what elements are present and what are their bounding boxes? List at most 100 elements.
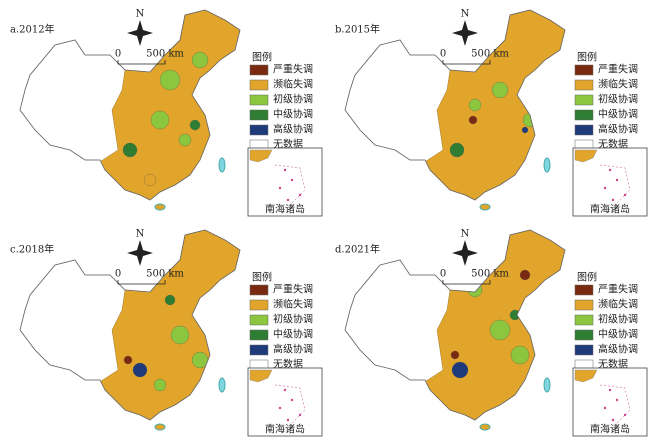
- legend-swatch: [249, 329, 269, 341]
- region-patch: [467, 282, 483, 298]
- region-patch: [122, 142, 138, 158]
- region-patch: [132, 362, 148, 378]
- region-patch: [521, 126, 529, 134]
- region-patch: [153, 378, 167, 392]
- legend-label: 濒临失调: [273, 298, 313, 311]
- panel-title: d.2021年: [335, 243, 380, 256]
- region-patch: [123, 355, 133, 365]
- legend-swatch: [249, 109, 269, 121]
- legend-swatch: [249, 299, 269, 311]
- legend-swatch: [249, 124, 269, 136]
- legend-label: 初级协调: [273, 93, 313, 106]
- north-label: N: [136, 9, 145, 20]
- inset-coast: [574, 369, 598, 383]
- inset-label: 南海诸岛: [265, 203, 305, 216]
- map-panel: b.2015年 N 0 500 km 图例严重失调濒临失调初级协调中级协调高级协调无数据…: [335, 9, 648, 217]
- taiwan: [543, 377, 551, 393]
- legend-title: 图例: [252, 51, 272, 64]
- compass: [452, 20, 478, 46]
- colored-regions: [94, 230, 240, 420]
- region-patch: [178, 133, 192, 147]
- inset-island: [286, 198, 290, 202]
- north-label: N: [461, 229, 470, 240]
- legend-label: 严重失调: [598, 63, 638, 76]
- inset-line: [274, 384, 306, 426]
- compass: [127, 20, 153, 46]
- scale-start: 0: [115, 269, 121, 280]
- inset-island: [283, 388, 287, 392]
- region-near: [419, 10, 565, 200]
- legend-label: 严重失调: [273, 63, 313, 76]
- legend-label: 高级协调: [598, 123, 638, 136]
- legend-label: 高级协调: [273, 123, 313, 136]
- colored-regions: [94, 10, 240, 200]
- region-patch: [489, 319, 511, 341]
- legend-title: 图例: [577, 271, 597, 284]
- region-patch: [150, 110, 170, 130]
- scale-bar: [117, 60, 166, 65]
- legend-label: 严重失调: [598, 283, 638, 296]
- north-label: N: [461, 9, 470, 20]
- legend-label: 初级协调: [273, 313, 313, 326]
- scale-bar: [442, 280, 491, 285]
- scale-end: 500 km: [146, 269, 184, 280]
- inset-label: 南海诸岛: [590, 203, 630, 216]
- region-patch: [451, 361, 469, 379]
- inset-island: [290, 178, 294, 182]
- inset-island: [608, 168, 612, 172]
- region-patch: [519, 269, 531, 281]
- legend-swatch: [574, 299, 594, 311]
- legend-label: 无数据: [598, 358, 628, 371]
- legend-swatch: [574, 314, 594, 326]
- legend-label: 严重失调: [273, 283, 313, 296]
- panel-title: a.2012年: [10, 23, 55, 36]
- taiwan: [218, 377, 226, 393]
- outline-stroke: [344, 9, 566, 201]
- inset-island: [278, 186, 282, 190]
- inset-line: [599, 164, 631, 206]
- region-patch: [450, 350, 460, 360]
- region-patch: [191, 51, 209, 69]
- legend-label: 濒临失调: [273, 78, 313, 91]
- outline-stroke: [19, 9, 241, 201]
- region-patch: [164, 294, 176, 306]
- legend-swatch: [574, 109, 594, 121]
- region-patch: [449, 142, 465, 158]
- inset-island: [608, 388, 612, 392]
- region-patch: [468, 98, 482, 112]
- legend-swatch: [574, 124, 594, 136]
- inset-island: [611, 198, 615, 202]
- inset-island: [615, 178, 619, 182]
- legend-label: 无数据: [598, 138, 628, 151]
- legend-swatch: [249, 284, 269, 296]
- scale-start: 0: [440, 49, 446, 60]
- inset-island: [615, 398, 619, 402]
- legend-swatch: [249, 79, 269, 91]
- map-panel: a.2012年 N 0 500 km 图例严重失调濒临失调初级协调中级协调高级协调无数据…: [10, 9, 323, 217]
- legend-swatch: [574, 344, 594, 356]
- legend-label: 无数据: [273, 358, 303, 371]
- scale-end: 500 km: [471, 269, 509, 280]
- outline-stroke: [344, 229, 566, 421]
- inset-island: [286, 418, 290, 422]
- taiwan: [543, 157, 551, 173]
- legend-label: 中级协调: [273, 108, 313, 121]
- legend-label: 濒临失调: [598, 78, 638, 91]
- inset-island: [278, 406, 282, 410]
- inset-coast: [249, 149, 273, 163]
- inset-island: [611, 418, 615, 422]
- legend-label: 中级协调: [598, 108, 638, 121]
- legend-label: 初级协调: [598, 93, 638, 106]
- legend-swatch: [574, 329, 594, 341]
- region-patch: [468, 115, 478, 125]
- north-label: N: [136, 229, 145, 240]
- inset-coast: [574, 149, 598, 163]
- legend-label: 濒临失调: [598, 298, 638, 311]
- colored-regions: [419, 10, 565, 200]
- legend-swatch: [249, 64, 269, 76]
- inset-line: [599, 384, 631, 426]
- scale-bar: [442, 60, 491, 65]
- region-near: [94, 230, 240, 420]
- scale-bar: [117, 280, 166, 285]
